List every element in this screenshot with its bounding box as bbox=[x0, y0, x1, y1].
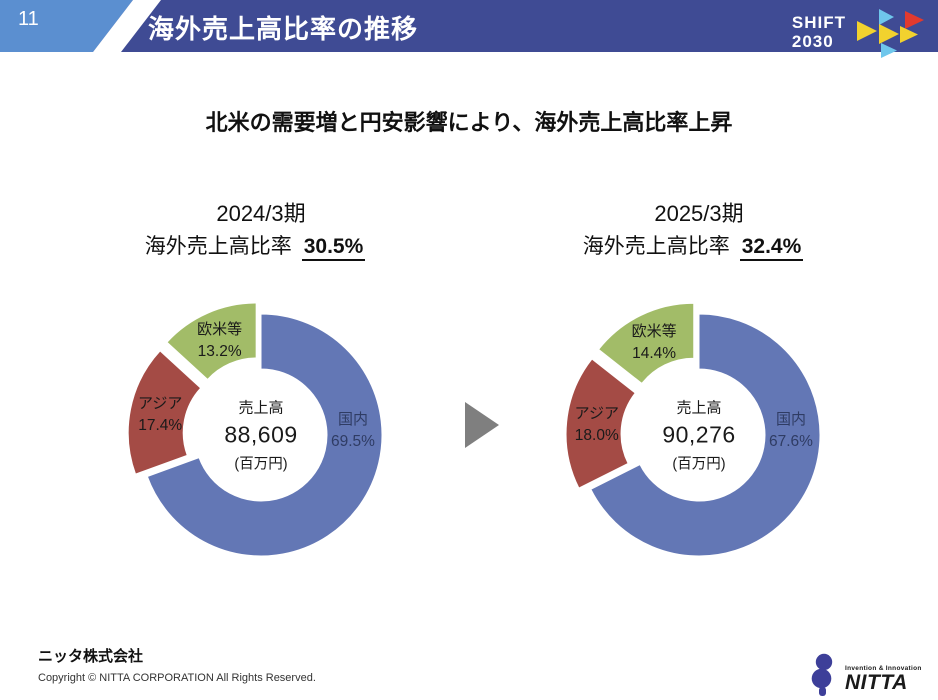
donut-slice-アジア bbox=[565, 358, 636, 489]
center-value: 88,609 bbox=[224, 421, 298, 448]
nitta-wordmark: NITTA bbox=[845, 671, 908, 694]
center-unit: (百万円) bbox=[672, 456, 726, 473]
nitta-logo-icon bbox=[811, 653, 833, 696]
arrow-right-icon bbox=[465, 402, 499, 448]
slice-label-アジア: アジア 18.0% bbox=[575, 403, 619, 447]
donut-chart-svg bbox=[127, 302, 383, 557]
donut-slice-アジア bbox=[127, 350, 202, 475]
slice-percentage: 18.0% bbox=[574, 426, 619, 444]
donut-slice-欧米等 bbox=[166, 302, 257, 381]
shift-logo-line2: 2030 bbox=[791, 32, 834, 51]
shift2030-triangles-icon bbox=[857, 9, 924, 58]
period-title-2025: 2025/3期 bbox=[654, 201, 744, 226]
ratio-line-2024: 海外売上高比率 30.5% bbox=[55, 230, 455, 261]
slice-name: アジア bbox=[138, 394, 183, 412]
slice-percentage: 69.5% bbox=[330, 433, 375, 450]
ratio-value: 30.5% bbox=[301, 235, 366, 261]
donut-slice-欧米等 bbox=[597, 302, 695, 385]
slice-percentage: 17.4% bbox=[138, 416, 183, 434]
slice-label-国内: 国内 67.6% bbox=[769, 409, 813, 453]
period-title-2024: 2024/3期 bbox=[216, 201, 306, 226]
ratio-label: 海外売上高比率 bbox=[144, 235, 292, 258]
slice-percentage: 67.6% bbox=[768, 433, 813, 450]
donut-chart-2025: 売上高 90,276 (百万円) 国内 67.6% アジア 18.0% 欧米等 14.4% bbox=[554, 290, 844, 580]
shift2030-logo-text: SHIFT 2030 bbox=[792, 13, 846, 51]
donut-center-text: 売上高 88,609 (百万円) bbox=[191, 397, 331, 474]
nitta-logo-text: Invention & Innovation NITTA bbox=[845, 665, 922, 694]
copyright-text: Copyright © NITTA CORPORATION All Rights… bbox=[38, 672, 316, 684]
slice-name: 国内 bbox=[337, 411, 368, 428]
donut-slice-国内 bbox=[146, 313, 383, 557]
slice-name: アジア bbox=[574, 404, 619, 422]
nitta-logo: Invention & Innovation NITTA bbox=[808, 652, 922, 700]
page-number: 11 bbox=[18, 8, 39, 30]
company-name: ニッタ株式会社 bbox=[38, 648, 144, 665]
center-label: 売上高 bbox=[676, 399, 722, 417]
center-label: 売上高 bbox=[238, 399, 284, 417]
donut-slice-国内 bbox=[590, 313, 821, 557]
center-value: 90,276 bbox=[662, 421, 736, 448]
shift2030-logo: SHIFT 2030 bbox=[792, 5, 928, 59]
shift-logo-line1: SHIFT bbox=[791, 13, 846, 32]
center-unit: (百万円) bbox=[234, 456, 288, 473]
header-band: 11 海外売上高比率の推移 SHIFT 2030 bbox=[0, 0, 938, 58]
slice-name: 欧米等 bbox=[197, 320, 243, 338]
nitta-tagline: Invention & Innovation bbox=[845, 665, 922, 672]
slice-label-アジア: アジア 17.4% bbox=[138, 393, 182, 437]
slice-name: 国内 bbox=[775, 411, 806, 428]
slide-message: 北米の需要増と円安影響により、海外売上高比率上昇 bbox=[205, 110, 733, 135]
ratio-value: 32.4% bbox=[739, 235, 804, 261]
slice-label-欧米等: 欧米等 14.4% bbox=[632, 321, 677, 365]
donut-chart-2024: 売上高 88,609 (百万円) 国内 69.5% アジア 17.4% 欧米等 13.2% bbox=[116, 290, 406, 580]
donut-center-text: 売上高 90,276 (百万円) bbox=[629, 397, 769, 474]
slice-percentage: 14.4% bbox=[632, 344, 677, 362]
slice-label-国内: 国内 69.5% bbox=[331, 409, 375, 453]
slice-percentage: 13.2% bbox=[197, 342, 242, 360]
donut-chart-svg bbox=[565, 302, 821, 557]
slice-name: 欧米等 bbox=[631, 322, 677, 340]
page-title: 海外売上高比率の推移 bbox=[148, 14, 419, 44]
slice-label-欧米等: 欧米等 13.2% bbox=[197, 319, 242, 363]
ratio-line-2025: 海外売上高比率 32.4% bbox=[493, 230, 893, 261]
ratio-label: 海外売上高比率 bbox=[582, 235, 730, 258]
